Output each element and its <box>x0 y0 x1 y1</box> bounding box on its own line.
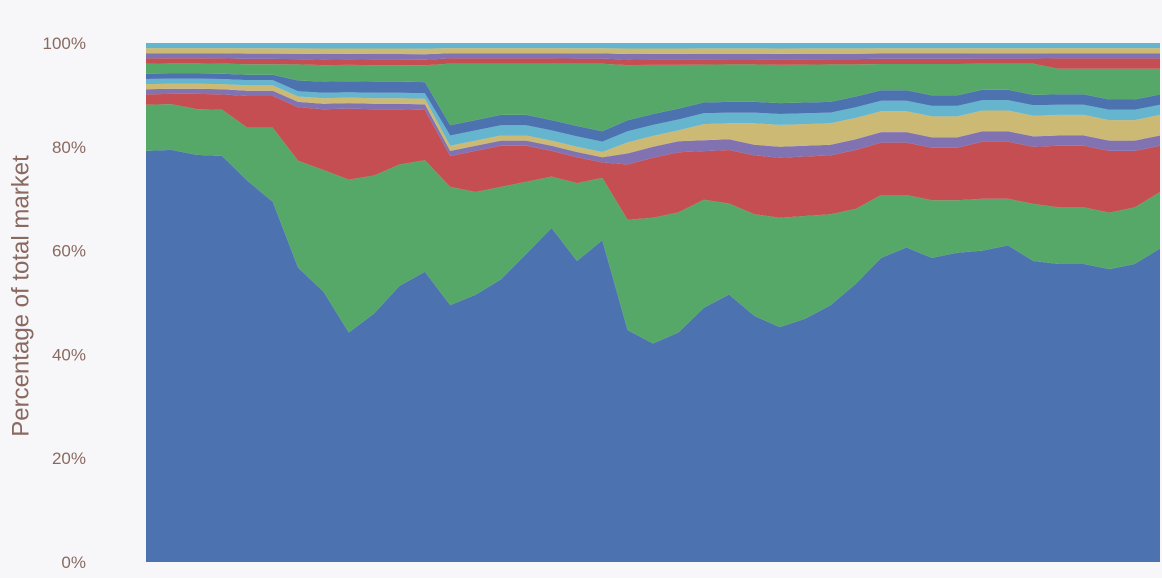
y-tick-label: 60% <box>52 242 86 261</box>
series-band-3 <box>146 88 1160 165</box>
y-tick-label: 80% <box>52 138 86 157</box>
series-band-2 <box>146 93 1160 220</box>
series-band-8 <box>146 58 1160 69</box>
y-tick-label: 100% <box>43 34 86 53</box>
y-tick-label: 0% <box>61 553 86 572</box>
series-band-10 <box>146 48 1160 55</box>
y-tick-label: 40% <box>52 345 86 364</box>
series-band-4 <box>146 83 1160 158</box>
series-band-5 <box>146 78 1160 152</box>
y-axis-label: Percentage of total market <box>7 155 34 437</box>
series-band-0 <box>146 149 1160 562</box>
series-band-1 <box>146 104 1160 344</box>
series-band-11 <box>146 43 1160 49</box>
series-band-7 <box>146 63 1160 132</box>
series-band-6 <box>146 73 1160 142</box>
series-band-9 <box>146 53 1160 60</box>
y-tick-label: 20% <box>52 449 86 468</box>
series-bands <box>146 43 1160 562</box>
y-axis-ticks: 0% 20% 40% 60% 80% 100% <box>43 34 86 572</box>
